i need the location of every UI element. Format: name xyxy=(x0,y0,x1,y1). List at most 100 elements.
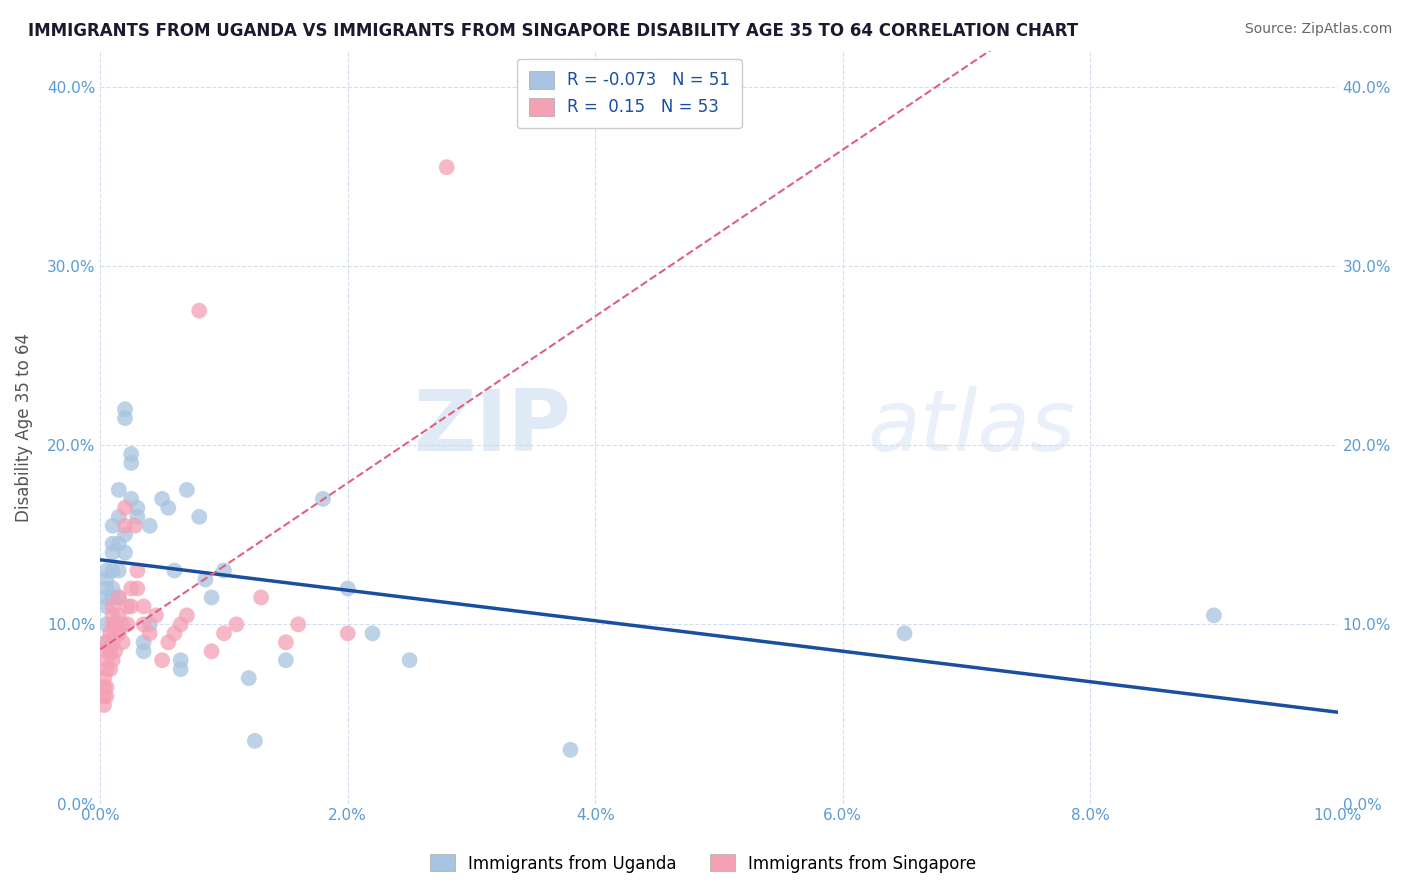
Point xyxy=(101,591,124,605)
Point xyxy=(893,626,915,640)
Point xyxy=(170,662,193,676)
Point xyxy=(101,608,124,623)
Point xyxy=(120,582,142,596)
Point xyxy=(96,635,118,649)
Point xyxy=(114,518,136,533)
Point xyxy=(127,564,149,578)
Point xyxy=(96,644,118,658)
Point xyxy=(93,671,115,685)
Point xyxy=(194,573,217,587)
Point xyxy=(120,599,142,614)
Point xyxy=(170,653,193,667)
Point xyxy=(132,644,155,658)
Point xyxy=(114,546,136,560)
Point xyxy=(176,608,198,623)
Text: Source: ZipAtlas.com: Source: ZipAtlas.com xyxy=(1244,22,1392,37)
Legend: R = -0.073   N = 51, R =  0.15   N = 53: R = -0.073 N = 51, R = 0.15 N = 53 xyxy=(517,59,741,128)
Point xyxy=(274,635,297,649)
Point xyxy=(157,500,180,515)
Point xyxy=(145,608,167,623)
Point xyxy=(93,689,115,703)
Point xyxy=(114,402,136,417)
Point xyxy=(250,591,273,605)
Point xyxy=(361,626,384,640)
Point xyxy=(101,582,124,596)
Point xyxy=(336,626,359,640)
Point xyxy=(108,626,131,640)
Point xyxy=(96,635,118,649)
Point xyxy=(157,635,180,649)
Point xyxy=(124,518,146,533)
Point xyxy=(114,500,136,515)
Point xyxy=(1202,608,1225,623)
Point xyxy=(212,564,235,578)
Point xyxy=(96,680,118,694)
Point xyxy=(336,582,359,596)
Point xyxy=(150,653,173,667)
Point xyxy=(117,599,139,614)
Point xyxy=(96,689,118,703)
Point xyxy=(312,491,335,506)
Text: atlas: atlas xyxy=(868,385,1076,468)
Point xyxy=(120,491,142,506)
Point xyxy=(93,698,115,712)
Point xyxy=(139,617,162,632)
Point xyxy=(114,527,136,541)
Point xyxy=(108,483,131,497)
Point xyxy=(96,599,118,614)
Point xyxy=(104,644,127,658)
Point xyxy=(139,518,162,533)
Point xyxy=(120,456,142,470)
Point xyxy=(104,617,127,632)
Point xyxy=(96,662,118,676)
Point xyxy=(274,653,297,667)
Point xyxy=(98,662,121,676)
Point xyxy=(101,617,124,632)
Point xyxy=(201,644,224,658)
Legend: Immigrants from Uganda, Immigrants from Singapore: Immigrants from Uganda, Immigrants from … xyxy=(423,847,983,880)
Point xyxy=(436,160,458,174)
Point xyxy=(560,743,582,757)
Point xyxy=(139,626,162,640)
Point xyxy=(108,591,131,605)
Point xyxy=(108,591,131,605)
Point xyxy=(101,537,124,551)
Point xyxy=(104,626,127,640)
Point xyxy=(98,644,121,658)
Point xyxy=(114,411,136,425)
Point xyxy=(101,653,124,667)
Point xyxy=(108,509,131,524)
Point xyxy=(101,518,124,533)
Point xyxy=(163,626,186,640)
Point xyxy=(170,617,193,632)
Point xyxy=(132,599,155,614)
Text: IMMIGRANTS FROM UGANDA VS IMMIGRANTS FROM SINGAPORE DISABILITY AGE 35 TO 64 CORR: IMMIGRANTS FROM UGANDA VS IMMIGRANTS FRO… xyxy=(28,22,1078,40)
Point xyxy=(238,671,260,685)
Point xyxy=(96,617,118,632)
Point xyxy=(108,564,131,578)
Point xyxy=(212,626,235,640)
Point xyxy=(398,653,420,667)
Point xyxy=(101,546,124,560)
Point xyxy=(127,582,149,596)
Point xyxy=(127,500,149,515)
Point xyxy=(96,573,118,587)
Point xyxy=(201,591,224,605)
Point xyxy=(163,564,186,578)
Point xyxy=(127,509,149,524)
Point xyxy=(132,635,155,649)
Text: ZIP: ZIP xyxy=(413,385,571,468)
Point xyxy=(150,491,173,506)
Point xyxy=(287,617,309,632)
Point xyxy=(108,608,131,623)
Point xyxy=(101,599,124,614)
Point xyxy=(243,734,266,748)
Point xyxy=(188,303,211,318)
Point xyxy=(101,635,124,649)
Point xyxy=(96,591,118,605)
Point xyxy=(111,635,134,649)
Point xyxy=(101,564,124,578)
Point xyxy=(120,447,142,461)
Point xyxy=(96,564,118,578)
Point xyxy=(225,617,247,632)
